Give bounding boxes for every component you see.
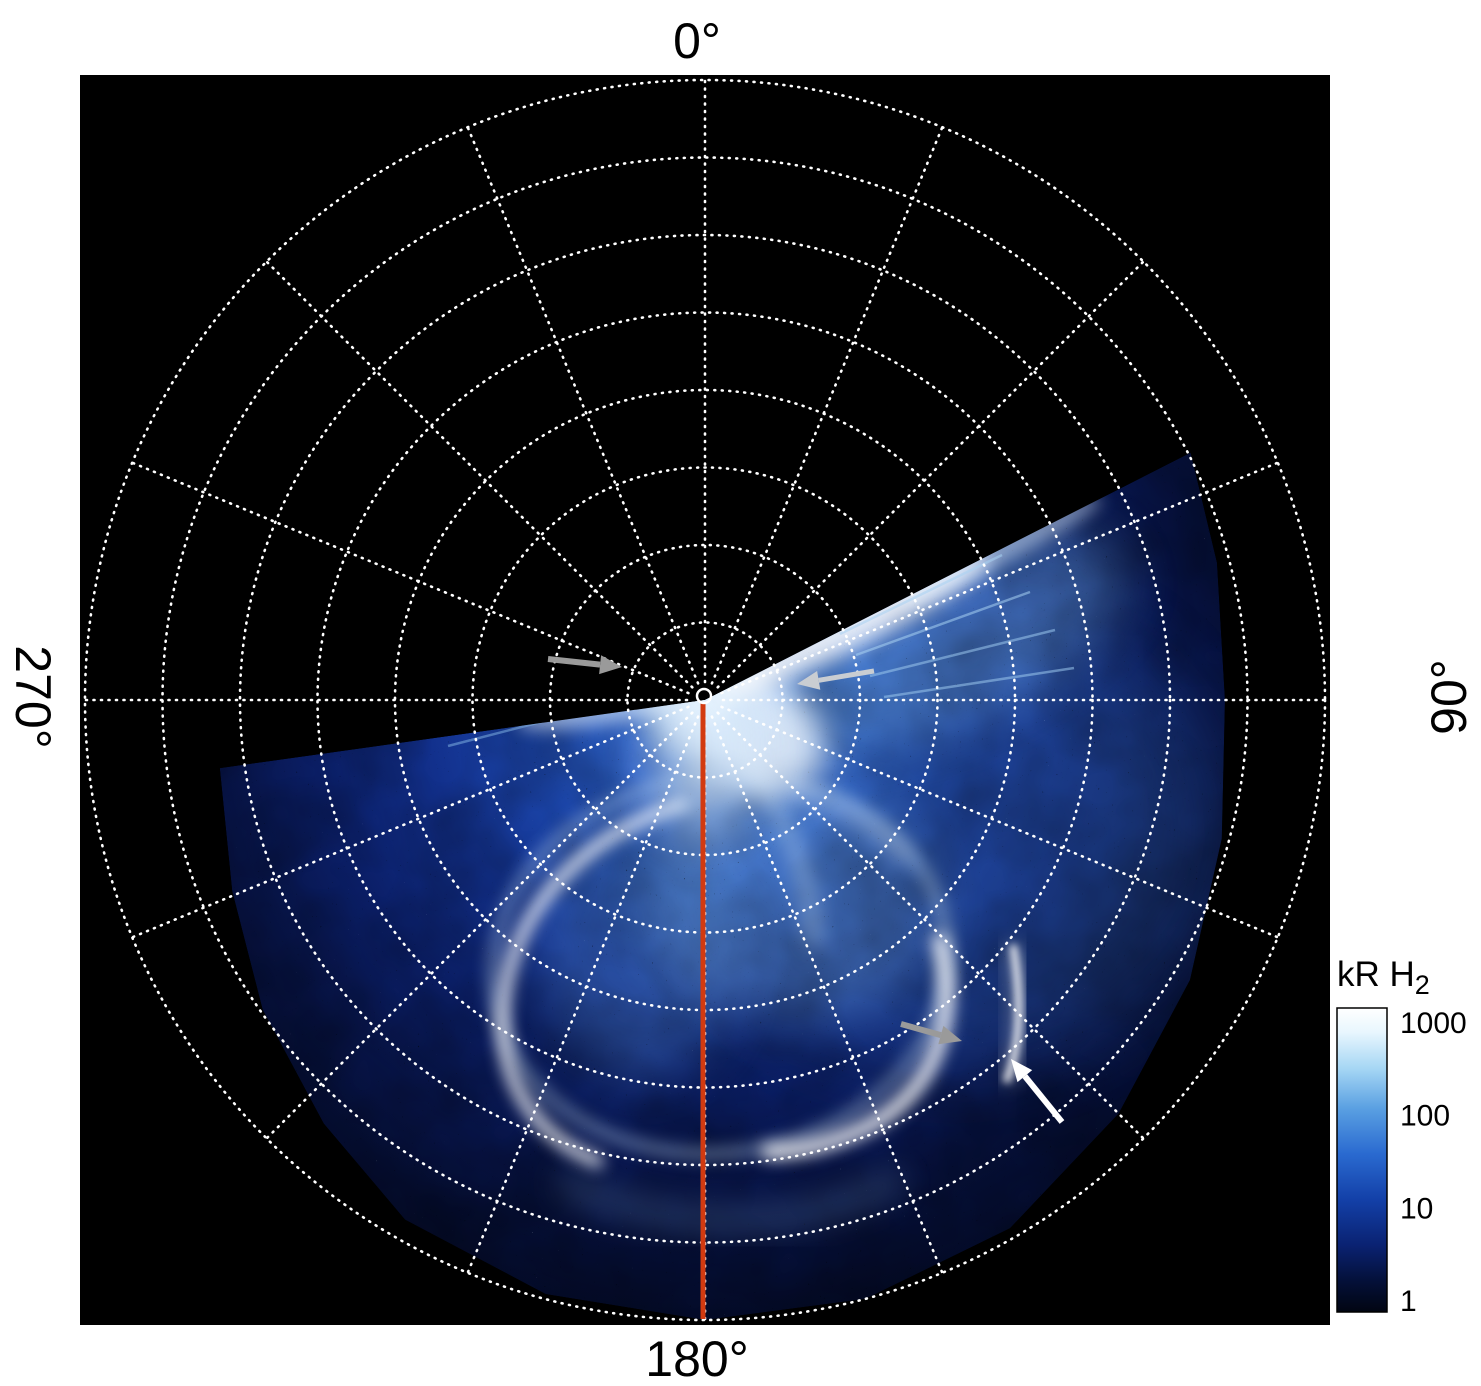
- colorbar-title-subscript: 2: [1415, 970, 1430, 1000]
- streak-line: [839, 553, 1003, 636]
- light-gray-arrow-upper-center-shaft: [818, 668, 875, 683]
- streak-line: [883, 666, 1075, 699]
- grid-spoke: [716, 260, 1145, 689]
- grid-spoke: [720, 461, 1280, 695]
- white-arrow-lower-right-shaft: [1022, 1074, 1065, 1124]
- light-gray-arrow-upper-center: [797, 668, 875, 690]
- grid-spoke: [130, 461, 690, 695]
- colorbar-tick-label: 1: [1400, 1285, 1417, 1318]
- angle-label-0: 0°: [673, 13, 721, 69]
- grid-spoke: [265, 260, 694, 689]
- aurora-oval-arc-left: [497, 796, 690, 1169]
- light-gray-arrow-upper-center-head: [797, 671, 821, 690]
- white-arrow-lower-right: [1011, 1059, 1065, 1124]
- grid-spoke: [716, 711, 1145, 1140]
- angle-label-180: 180°: [645, 1331, 748, 1386]
- aurora-oval-arc-bottom-right: [762, 933, 954, 1159]
- colorbar-gradient-bar: [1336, 1007, 1388, 1313]
- colorbar: kR H2 1000 100 10 1: [1336, 955, 1467, 1318]
- gray-arrow-upper-left: [547, 655, 622, 675]
- colorbar-tick-label: 100: [1400, 1100, 1450, 1133]
- grid-spoke: [710, 125, 944, 685]
- aurora-detached-arc: [1003, 944, 1022, 1084]
- grid-spoke: [720, 705, 1280, 939]
- angle-label-270: 270°: [5, 645, 61, 748]
- grid-circle: [471, 466, 939, 934]
- pole-marker: [695, 687, 713, 705]
- grid-spoke: [466, 125, 700, 685]
- polar-grid-spokes: [83, 78, 1327, 1322]
- angle-label-90: 90°: [1421, 659, 1477, 735]
- grid-spoke: [710, 715, 944, 1275]
- colorbar-tick-label: 10: [1400, 1192, 1433, 1225]
- colorbar-title: kR H2: [1337, 955, 1430, 1000]
- gray-arrow-lower-right: [900, 1021, 962, 1045]
- gray-arrow-lower-right-head: [938, 1025, 962, 1045]
- colorbar-title-main: kR H: [1337, 955, 1415, 994]
- white-arrow-lower-right-head: [1011, 1059, 1033, 1083]
- grid-spoke: [265, 711, 694, 1140]
- colorbar-tick-labels: 1000 100 10 1: [1400, 1007, 1467, 1318]
- grid-spoke: [130, 705, 690, 939]
- aurora-equatorward-diffuse: [555, 1168, 907, 1229]
- gray-arrow-upper-left-shaft: [547, 656, 601, 668]
- streak-line: [869, 628, 1056, 678]
- colorbar-tick-label: 1000: [1400, 1007, 1467, 1040]
- gray-arrow-upper-left-head: [599, 655, 622, 675]
- gray-arrow-lower-right-shaft: [900, 1021, 942, 1038]
- grid-circle: [238, 233, 1172, 1167]
- grid-spoke: [466, 715, 700, 1275]
- annotation-arrows: [547, 655, 1065, 1124]
- streak-line: [855, 590, 1031, 657]
